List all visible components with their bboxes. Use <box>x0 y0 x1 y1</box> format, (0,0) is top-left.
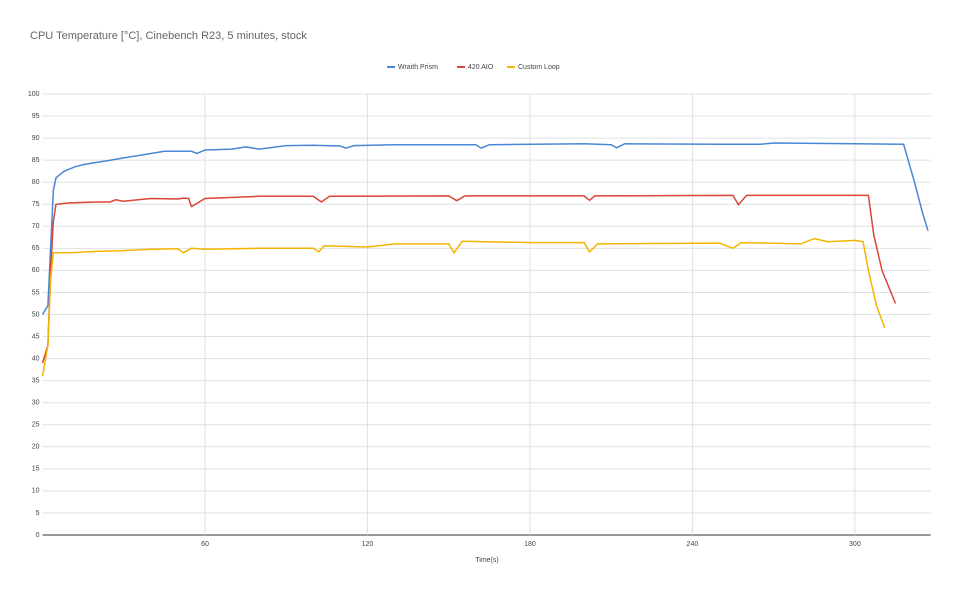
x-tick-label: 60 <box>201 541 209 548</box>
y-tick-label: 85 <box>32 157 40 164</box>
y-tick-label: 80 <box>32 179 40 186</box>
y-tick-label: 20 <box>32 444 40 451</box>
y-tick-label: 35 <box>32 377 40 384</box>
y-tick-label: 65 <box>32 245 40 252</box>
x-tick-label: 300 <box>849 541 861 548</box>
y-tick-label: 75 <box>32 201 40 208</box>
y-tick-label: 90 <box>32 135 40 142</box>
y-tick-label: 30 <box>32 400 40 407</box>
legend-label: 420 AIO <box>468 64 494 71</box>
y-tick-label: 25 <box>32 422 40 429</box>
y-tick-label: 10 <box>32 488 40 495</box>
y-tick-label: 45 <box>32 333 40 340</box>
y-tick-label: 50 <box>32 311 40 318</box>
y-tick-label: 100 <box>28 91 40 98</box>
y-tick-label: 0 <box>36 532 40 539</box>
y-tick-label: 95 <box>32 113 40 120</box>
x-axis-label: Time(s) <box>475 557 498 564</box>
x-tick-label: 120 <box>362 541 374 548</box>
legend-label: Wraith Prism <box>398 64 438 71</box>
y-tick-label: 40 <box>32 355 40 362</box>
y-tick-label: 60 <box>32 267 40 274</box>
legend-label: Custom Loop <box>518 64 560 71</box>
y-tick-label: 70 <box>32 223 40 230</box>
x-tick-label: 180 <box>524 541 536 548</box>
y-tick-label: 15 <box>32 466 40 473</box>
chart-title: CPU Temperature [°C], Cinebench R23, 5 m… <box>30 30 307 42</box>
x-tick-label: 240 <box>687 541 699 548</box>
y-tick-label: 55 <box>32 289 40 296</box>
y-tick-label: 5 <box>36 510 40 517</box>
series-line <box>41 142 929 315</box>
series-line <box>41 237 886 377</box>
series-line <box>41 194 897 364</box>
